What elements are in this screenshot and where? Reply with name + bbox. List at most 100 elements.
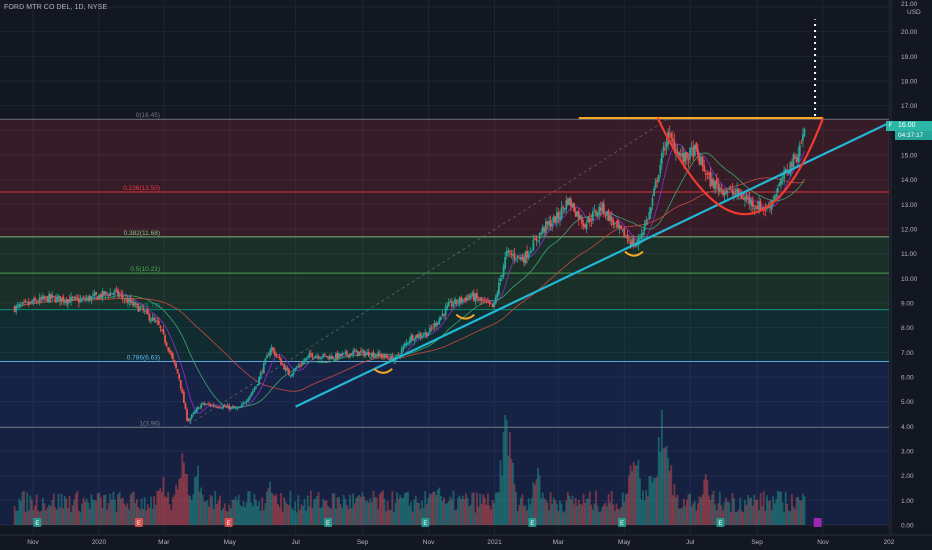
volume-bar xyxy=(156,491,159,525)
candle-body xyxy=(463,298,466,300)
candle-body xyxy=(499,278,502,282)
candle-body xyxy=(352,351,355,355)
volume-bar xyxy=(242,501,245,525)
volume-bar xyxy=(662,448,665,525)
candle-body xyxy=(103,291,105,296)
volume-bar xyxy=(392,511,395,525)
candle-body xyxy=(477,298,480,301)
candle-body xyxy=(325,355,328,358)
volume-bar xyxy=(477,507,480,525)
candle-body xyxy=(82,297,85,299)
volume-bar xyxy=(305,510,308,525)
candle-body xyxy=(286,367,289,370)
candle-body xyxy=(618,225,621,229)
candle-body xyxy=(706,173,709,175)
volume-bar xyxy=(151,508,154,525)
volume-bar xyxy=(197,465,199,525)
candle-body xyxy=(62,296,65,302)
candle-body xyxy=(331,356,334,359)
volume-bar xyxy=(391,491,394,525)
volume-bar xyxy=(344,499,347,525)
candle-body xyxy=(244,402,246,404)
candle-body xyxy=(728,188,731,190)
volume-bar xyxy=(424,491,427,525)
candle-body xyxy=(784,169,787,173)
volume-bar xyxy=(601,506,604,525)
candle-body xyxy=(585,223,588,229)
candle-body xyxy=(668,132,671,134)
candle-body xyxy=(129,298,132,303)
candle-body xyxy=(95,291,98,295)
candle-body xyxy=(139,307,141,311)
candle-body xyxy=(162,329,165,335)
candle-body xyxy=(140,306,143,308)
volume-bar xyxy=(566,491,569,525)
volume-bar xyxy=(255,499,257,525)
fib-label: 0.236(13.50) xyxy=(123,185,160,192)
volume-bar xyxy=(220,510,223,525)
candle-body xyxy=(123,299,126,301)
candle-body xyxy=(681,153,684,157)
earnings-marker xyxy=(618,518,627,527)
volume-bar xyxy=(18,498,21,525)
candle-body xyxy=(623,228,626,238)
volume-bar xyxy=(330,508,333,525)
volume-bar xyxy=(209,494,212,525)
candle-body xyxy=(190,414,193,419)
volume-bar xyxy=(84,501,87,525)
candle-body xyxy=(364,353,367,356)
volume-bar xyxy=(494,492,497,525)
candle-body xyxy=(643,224,646,232)
volume-bar xyxy=(602,504,605,525)
candle-body xyxy=(653,188,655,196)
candle-body xyxy=(134,302,137,305)
volume-bar xyxy=(103,495,105,525)
volume-bar xyxy=(229,508,232,525)
volume-bar xyxy=(96,493,99,525)
volume-bar xyxy=(532,482,535,525)
volume-bar xyxy=(526,510,528,525)
volume-bar xyxy=(325,500,328,525)
volume-bar xyxy=(356,496,359,525)
volume-bar xyxy=(264,503,267,525)
candle-body xyxy=(612,220,615,226)
candle-body xyxy=(259,372,262,378)
candle-body xyxy=(270,347,273,352)
candle-body xyxy=(118,295,121,296)
fib-band xyxy=(0,236,889,274)
volume-bar xyxy=(675,497,677,525)
volume-bar xyxy=(92,499,94,525)
time-tick-label: Nov xyxy=(423,539,435,546)
volume-bar xyxy=(198,491,201,525)
volume-bar xyxy=(15,510,18,525)
candle-body xyxy=(289,375,292,377)
earnings-marker xyxy=(324,518,333,527)
volume-bar xyxy=(117,494,119,525)
candle-body xyxy=(215,406,218,408)
candle-body xyxy=(60,298,63,301)
candle-body xyxy=(787,171,790,175)
candlesticks xyxy=(13,125,806,424)
candle-body xyxy=(797,154,800,163)
volume-bar xyxy=(167,492,170,525)
volume-bar xyxy=(642,490,644,525)
candle-body xyxy=(356,350,359,356)
candle-body xyxy=(610,216,613,222)
candle-body xyxy=(574,211,577,217)
candle-body xyxy=(280,358,282,365)
candle-body xyxy=(43,296,46,299)
candle-body xyxy=(461,299,464,303)
candle-body xyxy=(466,296,469,301)
candle-body xyxy=(385,355,387,357)
volume-bar xyxy=(624,493,627,525)
volume-bar xyxy=(101,508,104,525)
candle-body xyxy=(273,350,276,356)
volume-bar xyxy=(184,473,187,525)
volume-bar xyxy=(371,502,373,525)
candle-body xyxy=(380,354,383,358)
candle-body xyxy=(795,157,798,162)
volume-bar xyxy=(758,510,760,525)
volume-bar xyxy=(372,490,375,525)
